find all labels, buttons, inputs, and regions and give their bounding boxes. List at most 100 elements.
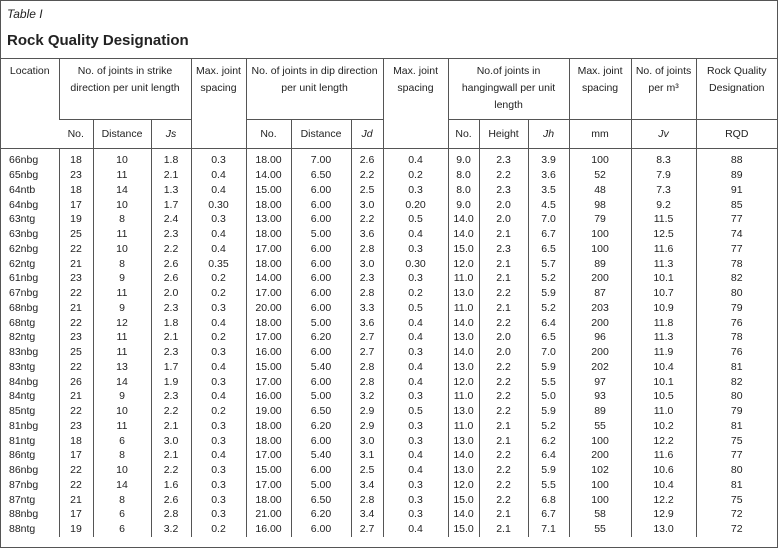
value-cell: 2.0 bbox=[478, 330, 529, 345]
value-cell: 11.6 bbox=[630, 241, 697, 257]
value-cell: 85 bbox=[695, 197, 777, 212]
value-cell: 22 bbox=[58, 359, 93, 375]
value-cell: 5.2 bbox=[527, 271, 570, 286]
value-cell: 0.4 bbox=[382, 315, 449, 330]
value-cell: 3.0 bbox=[350, 256, 384, 271]
value-cell: 7.1 bbox=[527, 521, 570, 537]
value-cell: 1.8 bbox=[150, 148, 192, 168]
value-cell: 2.2 bbox=[478, 285, 529, 301]
value-cell: 13.00 bbox=[245, 212, 292, 227]
table-row: 63nbg 25 11 2.3 0.4 18.00 5.00 3.6 0.4 14.0 2.1 6.7… bbox=[1, 226, 777, 242]
value-cell: 6.00 bbox=[290, 256, 352, 271]
table-row: 68ntg 22 12 1.8 0.4 18.00 5.00 3.6 0.4 14.0 2.2 6.4… bbox=[1, 315, 777, 330]
value-cell: 10 bbox=[92, 148, 151, 168]
value-cell: 14 bbox=[92, 374, 151, 389]
value-cell: 12 bbox=[92, 315, 151, 330]
value-cell: 2.1 bbox=[478, 521, 529, 537]
value-cell: 93 bbox=[568, 389, 632, 404]
value-cell: 11.5 bbox=[630, 212, 697, 227]
table-row: 81nbg 23 11 2.1 0.3 18.00 6.20 2.9 0.3 11.0 2.1 5.2… bbox=[1, 418, 777, 434]
value-cell: 11 bbox=[92, 344, 151, 360]
value-cell: 8.3 bbox=[630, 148, 697, 168]
value-cell: 18.00 bbox=[245, 148, 292, 168]
value-cell: 18.00 bbox=[245, 197, 292, 212]
value-cell: 12.2 bbox=[630, 492, 697, 507]
value-cell: 6.00 bbox=[290, 182, 352, 198]
value-cell: 80 bbox=[695, 285, 777, 301]
value-cell: 80 bbox=[695, 462, 777, 478]
location-cell: 86ntg bbox=[9, 449, 36, 462]
value-cell: 98 bbox=[568, 197, 632, 212]
value-cell: 2.5 bbox=[350, 182, 384, 198]
value-cell: 10.9 bbox=[630, 300, 697, 316]
value-cell: 14 bbox=[92, 477, 151, 493]
value-cell: 2.2 bbox=[478, 359, 529, 375]
value-cell: 77 bbox=[695, 448, 777, 463]
value-cell: 2.1 bbox=[478, 226, 529, 242]
value-cell: 12.5 bbox=[630, 226, 697, 242]
table-head: Location No. of joints in strike directio… bbox=[1, 59, 777, 149]
table-row: 86ntg 17 8 2.1 0.4 17.00 5.40 3.1 0.4 14.0 2.2 6.4 2… bbox=[1, 448, 777, 463]
value-cell: 2.0 bbox=[478, 197, 529, 212]
value-cell: 9 bbox=[92, 271, 151, 286]
value-cell: 11 bbox=[92, 167, 151, 183]
value-cell: 0.3 bbox=[190, 492, 247, 507]
value-cell: 19 bbox=[58, 212, 93, 227]
value-cell: 2.8 bbox=[350, 359, 384, 375]
value-cell: 6.00 bbox=[290, 374, 352, 389]
value-cell: 2.3 bbox=[478, 148, 529, 168]
value-cell: 22 bbox=[58, 315, 93, 330]
value-cell: 10.1 bbox=[630, 271, 697, 286]
value-cell: 13.0 bbox=[447, 433, 480, 448]
value-cell: 6.00 bbox=[290, 212, 352, 227]
value-cell: 2.2 bbox=[478, 448, 529, 463]
value-cell: 10.1 bbox=[630, 374, 697, 389]
value-cell: 2.6 bbox=[150, 271, 192, 286]
value-cell: 25 bbox=[58, 226, 93, 242]
table-row: 87nbg 22 14 1.6 0.3 17.00 5.00 3.4 0.3 12.0 2.2 5.5… bbox=[1, 477, 777, 493]
value-cell: 79 bbox=[695, 300, 777, 316]
value-cell: 6.7 bbox=[527, 226, 570, 242]
value-cell: 0.4 bbox=[190, 359, 247, 375]
subheader: No. bbox=[59, 119, 93, 149]
table-row: 65nbg 23 11 2.1 0.4 14.00 6.50 2.2 0.2 8.0 2.2 3.6 5… bbox=[1, 167, 777, 183]
value-cell: 6.00 bbox=[290, 285, 352, 301]
value-cell: 0.3 bbox=[190, 477, 247, 493]
value-cell: 3.9 bbox=[527, 148, 570, 168]
value-cell: 6.00 bbox=[290, 197, 352, 212]
value-cell: 11.9 bbox=[630, 344, 697, 360]
value-cell: 0.4 bbox=[382, 521, 449, 537]
value-cell: 23 bbox=[58, 167, 93, 183]
value-cell: 2.7 bbox=[350, 330, 384, 345]
value-cell: 77 bbox=[695, 241, 777, 257]
value-cell: 6.00 bbox=[290, 271, 352, 286]
value-cell: 2.2 bbox=[478, 167, 529, 183]
value-cell: 14.00 bbox=[245, 271, 292, 286]
value-cell: 2.1 bbox=[478, 300, 529, 316]
value-cell: 200 bbox=[568, 344, 632, 360]
value-cell: 10 bbox=[92, 241, 151, 257]
value-cell: 0.4 bbox=[190, 167, 247, 183]
value-cell: 5.2 bbox=[527, 300, 570, 316]
value-cell: 0.4 bbox=[190, 389, 247, 404]
value-cell: 8 bbox=[92, 492, 151, 507]
table-row: 83ntg 22 13 1.7 0.4 15.00 5.40 2.8 0.4 13.0 2.2 5.9… bbox=[1, 359, 777, 375]
value-cell: 0.4 bbox=[382, 330, 449, 345]
value-cell: 21 bbox=[58, 300, 93, 316]
value-cell: 0.3 bbox=[382, 418, 449, 434]
location-cell: 83ntg bbox=[9, 360, 36, 373]
value-cell: 5.00 bbox=[290, 226, 352, 242]
value-cell: 1.3 bbox=[150, 182, 192, 198]
value-cell: 2.2 bbox=[478, 315, 529, 330]
value-cell: 5.5 bbox=[527, 477, 570, 493]
value-cell: 3.6 bbox=[527, 167, 570, 183]
table-row: 68nbg 21 9 2.3 0.3 20.00 6.00 3.3 0.5 11.0 2.1 5.2 2… bbox=[1, 300, 777, 316]
value-cell: 80 bbox=[695, 389, 777, 404]
value-cell: 2.3 bbox=[150, 300, 192, 316]
value-cell: 6.4 bbox=[527, 315, 570, 330]
value-cell: 2.2 bbox=[150, 241, 192, 257]
value-cell: 79 bbox=[695, 403, 777, 419]
value-cell: 2.9 bbox=[350, 418, 384, 434]
table-title: Rock Quality Designation bbox=[7, 32, 189, 49]
value-cell: 0.3 bbox=[382, 241, 449, 257]
